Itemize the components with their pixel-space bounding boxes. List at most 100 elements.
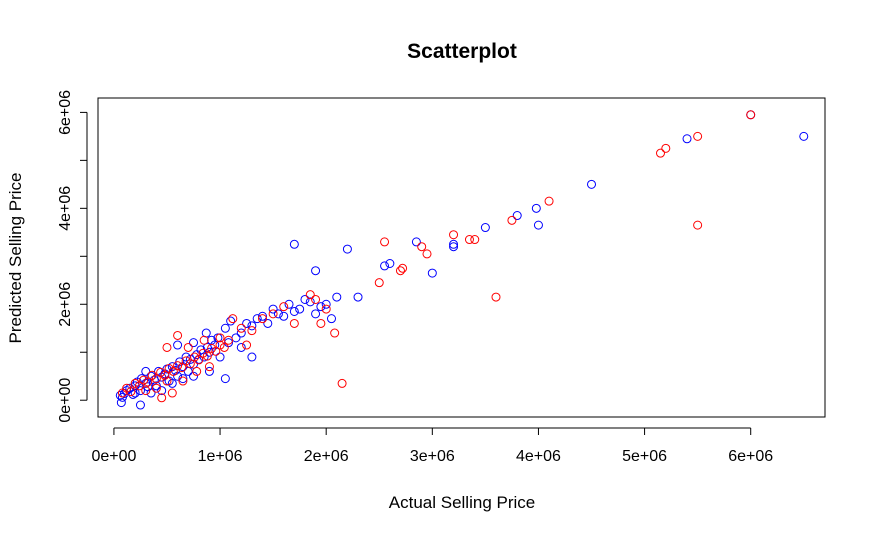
data-point bbox=[470, 235, 480, 245]
data-point bbox=[173, 330, 183, 340]
data-point bbox=[115, 390, 125, 400]
data-point bbox=[507, 215, 517, 225]
data-point bbox=[215, 352, 225, 362]
data-point bbox=[146, 388, 156, 398]
data-point bbox=[177, 363, 187, 373]
data-point bbox=[300, 294, 310, 304]
x-tick-label: 3e+06 bbox=[410, 448, 455, 465]
data-point bbox=[247, 326, 257, 336]
data-point bbox=[295, 304, 305, 314]
data-point bbox=[342, 244, 352, 254]
data-point bbox=[395, 266, 405, 276]
data-point bbox=[143, 377, 153, 387]
data-point bbox=[417, 242, 427, 252]
data-point bbox=[512, 211, 522, 221]
data-point bbox=[332, 292, 342, 302]
x-axis: 0e+00 1e+06 2e+06 3e+06 4e+06 5e+06 6e+06 bbox=[91, 427, 773, 465]
x-tick-label: 2e+06 bbox=[304, 448, 349, 465]
data-point bbox=[305, 297, 315, 307]
data-point bbox=[204, 362, 214, 372]
x-tick-label: 1e+06 bbox=[198, 448, 243, 465]
data-point bbox=[316, 318, 326, 328]
data-point bbox=[126, 387, 136, 397]
chart-title: Scatterplot bbox=[407, 40, 517, 63]
data-point bbox=[411, 237, 421, 247]
data-point bbox=[130, 388, 140, 398]
data-point bbox=[587, 179, 597, 189]
data-point bbox=[231, 333, 241, 343]
data-point bbox=[157, 386, 167, 396]
data-point bbox=[321, 299, 331, 309]
x-tick-label: 5e+06 bbox=[622, 448, 667, 465]
data-point bbox=[330, 328, 340, 338]
data-point bbox=[326, 314, 336, 324]
data-point bbox=[135, 386, 145, 396]
data-point bbox=[194, 355, 204, 365]
x-tick-label: 0e+00 bbox=[91, 448, 136, 465]
data-point bbox=[157, 393, 167, 403]
data-point bbox=[134, 381, 144, 391]
data-point bbox=[289, 318, 299, 328]
data-point bbox=[380, 237, 390, 247]
data-point bbox=[215, 340, 225, 350]
data-point bbox=[464, 235, 474, 245]
data-point bbox=[693, 220, 703, 230]
data-point bbox=[311, 266, 321, 276]
data-point bbox=[449, 239, 459, 249]
data-points bbox=[115, 110, 809, 410]
data-point bbox=[236, 323, 246, 333]
y-axis: 0e+00 2e+06 4e+06 6e+06 bbox=[57, 90, 88, 423]
data-point bbox=[289, 306, 299, 316]
data-point bbox=[164, 376, 174, 386]
data-point bbox=[258, 311, 268, 321]
data-point bbox=[211, 346, 221, 356]
data-point bbox=[746, 110, 756, 120]
data-point bbox=[236, 328, 246, 338]
data-point bbox=[189, 359, 199, 369]
data-point bbox=[202, 351, 212, 361]
data-point bbox=[215, 333, 225, 343]
y-axis-label: Predicted Selling Price bbox=[6, 172, 25, 343]
data-point bbox=[533, 220, 543, 230]
y-tick-label: 0e+00 bbox=[57, 378, 74, 423]
data-point bbox=[247, 321, 257, 331]
data-point bbox=[151, 374, 161, 384]
data-point bbox=[173, 361, 183, 371]
data-point bbox=[427, 268, 437, 278]
data-point bbox=[228, 314, 238, 324]
data-point bbox=[531, 203, 541, 213]
data-point bbox=[682, 134, 692, 144]
plot-frame bbox=[97, 97, 826, 418]
data-point bbox=[135, 400, 145, 410]
data-point bbox=[268, 309, 278, 319]
data-point bbox=[449, 242, 459, 252]
data-point bbox=[189, 371, 199, 381]
data-point bbox=[189, 338, 199, 348]
data-point bbox=[141, 386, 151, 396]
data-point bbox=[311, 294, 321, 304]
data-point bbox=[128, 389, 138, 399]
data-point bbox=[311, 309, 321, 319]
data-point bbox=[242, 340, 252, 350]
y-tick-label: 4e+06 bbox=[57, 186, 74, 231]
data-point bbox=[247, 352, 257, 362]
data-point bbox=[139, 375, 149, 385]
data-point bbox=[544, 196, 554, 206]
data-point bbox=[199, 335, 209, 345]
data-point bbox=[192, 366, 202, 376]
data-point bbox=[305, 290, 315, 300]
data-point bbox=[449, 230, 459, 240]
data-point bbox=[693, 131, 703, 141]
data-point bbox=[162, 342, 172, 352]
data-point bbox=[236, 342, 246, 352]
data-point bbox=[289, 239, 299, 249]
data-point bbox=[263, 318, 273, 328]
data-point bbox=[151, 381, 161, 391]
y-tick-label: 6e+06 bbox=[57, 90, 74, 135]
data-point bbox=[224, 335, 234, 345]
data-point bbox=[183, 342, 193, 352]
data-point bbox=[116, 398, 126, 408]
data-point bbox=[252, 314, 262, 324]
data-point bbox=[178, 374, 188, 384]
